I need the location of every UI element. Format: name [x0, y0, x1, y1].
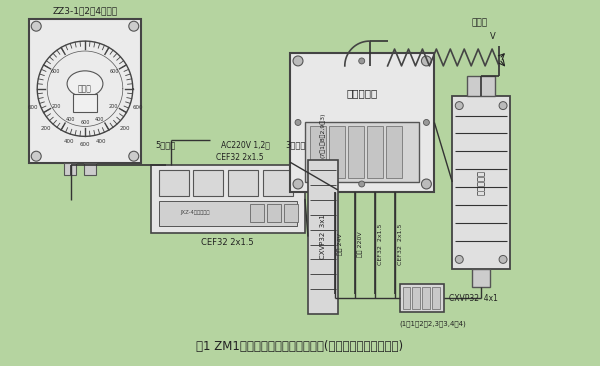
Text: 200: 200	[109, 104, 118, 109]
Circle shape	[455, 102, 463, 109]
Text: 图1 ZM1型非接触式测速装置系统图(电路接线盒为填料函型): 图1 ZM1型非接触式测速装置系统图(电路接线盒为填料函型)	[196, 340, 404, 353]
Text: V: V	[490, 31, 496, 41]
FancyBboxPatch shape	[348, 126, 364, 178]
FancyBboxPatch shape	[64, 163, 76, 175]
FancyBboxPatch shape	[367, 126, 383, 178]
Circle shape	[421, 56, 431, 66]
Circle shape	[499, 102, 507, 109]
Text: (1接1，2接2,3接3,4接4): (1接1，2接2,3接3,4接4)	[400, 321, 466, 327]
Text: AC220V 1,2脚: AC220V 1,2脚	[221, 141, 269, 150]
FancyBboxPatch shape	[467, 76, 495, 96]
Circle shape	[293, 56, 303, 66]
FancyBboxPatch shape	[158, 201, 297, 226]
Text: (7接1，8接2,9接3): (7接1，8接2,9接3)	[320, 113, 326, 158]
Circle shape	[129, 151, 139, 161]
Text: 5芯插座: 5芯插座	[155, 141, 176, 150]
Text: CXVP32  4x1: CXVP32 4x1	[449, 294, 498, 303]
Text: ZZ3-1，2，4指示器: ZZ3-1，2，4指示器	[52, 7, 118, 16]
Text: 200: 200	[119, 126, 130, 131]
Text: CEF32 2x1.5: CEF32 2x1.5	[217, 153, 264, 162]
FancyBboxPatch shape	[193, 170, 223, 196]
FancyBboxPatch shape	[263, 170, 293, 196]
Text: 电路接线盒: 电路接线盒	[346, 88, 377, 98]
FancyBboxPatch shape	[433, 287, 440, 309]
Text: 信号盒: 信号盒	[471, 19, 487, 28]
Circle shape	[129, 21, 139, 31]
Ellipse shape	[67, 71, 103, 97]
Text: 600: 600	[132, 105, 143, 110]
FancyBboxPatch shape	[158, 170, 188, 196]
FancyBboxPatch shape	[386, 126, 401, 178]
Circle shape	[295, 119, 301, 126]
Circle shape	[499, 255, 507, 264]
FancyBboxPatch shape	[284, 204, 298, 222]
Text: 传感器组件: 传感器组件	[476, 169, 485, 194]
Text: 600: 600	[110, 69, 119, 74]
FancyBboxPatch shape	[452, 96, 510, 269]
FancyBboxPatch shape	[305, 123, 419, 182]
FancyBboxPatch shape	[308, 160, 338, 314]
Text: 600: 600	[28, 105, 38, 110]
Text: JXZ-4数字测速表: JXZ-4数字测速表	[181, 210, 210, 215]
Circle shape	[424, 119, 430, 126]
FancyBboxPatch shape	[250, 204, 264, 222]
Circle shape	[455, 255, 463, 264]
Text: 400: 400	[96, 139, 107, 144]
FancyBboxPatch shape	[73, 94, 97, 112]
FancyBboxPatch shape	[403, 287, 410, 309]
FancyBboxPatch shape	[151, 165, 305, 233]
Text: 200: 200	[40, 126, 51, 131]
FancyBboxPatch shape	[329, 126, 345, 178]
Circle shape	[359, 181, 365, 187]
FancyBboxPatch shape	[422, 287, 430, 309]
Text: 400: 400	[95, 117, 104, 122]
FancyBboxPatch shape	[29, 19, 141, 163]
Text: 600: 600	[51, 69, 61, 74]
Text: CEF32  2x1.5: CEF32 2x1.5	[398, 224, 403, 265]
FancyBboxPatch shape	[412, 287, 421, 309]
Circle shape	[293, 179, 303, 189]
Text: 200: 200	[52, 104, 61, 109]
FancyBboxPatch shape	[84, 163, 96, 175]
Circle shape	[359, 58, 365, 64]
FancyBboxPatch shape	[229, 170, 258, 196]
FancyBboxPatch shape	[472, 269, 490, 287]
FancyBboxPatch shape	[290, 53, 434, 192]
Text: 转／分: 转／分	[78, 84, 92, 93]
FancyBboxPatch shape	[310, 126, 326, 178]
Text: 400: 400	[66, 117, 76, 122]
Text: 3芯插座: 3芯插座	[285, 141, 305, 150]
Text: 直流 24V: 直流 24V	[338, 234, 343, 255]
FancyBboxPatch shape	[267, 204, 281, 222]
Circle shape	[421, 179, 431, 189]
Text: 600: 600	[80, 142, 90, 147]
FancyBboxPatch shape	[400, 284, 445, 312]
Text: CEF32  2x1.5: CEF32 2x1.5	[377, 224, 383, 265]
Text: CXVP32  3x1: CXVP32 3x1	[320, 214, 326, 259]
Text: CEF32 2x1.5: CEF32 2x1.5	[201, 238, 254, 247]
Circle shape	[31, 21, 41, 31]
Text: 400: 400	[64, 139, 74, 144]
Circle shape	[31, 151, 41, 161]
Text: 600: 600	[80, 120, 89, 125]
Text: 交流 220V: 交流 220V	[358, 232, 364, 257]
